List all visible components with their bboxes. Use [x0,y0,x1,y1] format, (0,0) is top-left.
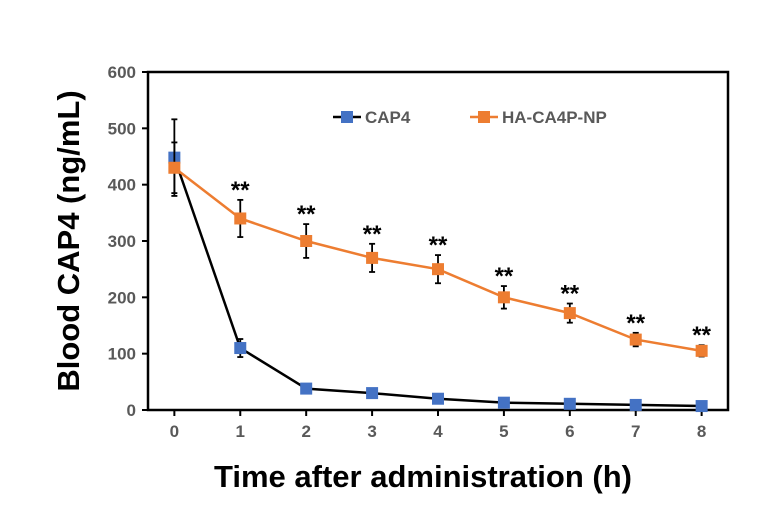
data-point [366,387,379,400]
significance-label: ** [495,263,514,290]
x-tick-label: 2 [301,422,310,441]
series-cap4 [168,118,708,413]
legend-label: HA-CA4P-NP [502,108,607,127]
significance-label: ** [626,310,645,337]
x-axis-title: Time after administration (h) [214,459,632,494]
y-axis-title: Blood CAP4 (ng/mL) [51,90,86,391]
data-point [234,342,247,355]
x-tick-label: 6 [565,422,574,441]
data-point [563,307,576,320]
y-tick-label: 600 [108,63,136,82]
y-axis-ticks: 0 100 200 300 400 500 600 [108,63,148,420]
x-tick-label: 0 [170,422,179,441]
series-ha-ca4p-np [168,141,708,358]
data-point [168,161,181,174]
legend-label: CAP4 [365,108,411,127]
data-point [300,382,313,395]
annotations: ** ** ** ** ** ** ** ** [231,177,712,349]
x-tick-label: 5 [499,422,508,441]
y-tick-label: 300 [108,232,136,251]
y-tick-label: 100 [108,345,136,364]
significance-label: ** [429,232,448,259]
legend-swatch-marker [478,111,490,123]
x-tick-label: 8 [697,422,706,441]
x-tick-label: 1 [236,422,245,441]
significance-label: ** [297,201,316,228]
data-point [629,398,642,411]
significance-label: ** [231,177,250,204]
y-tick-label: 0 [127,401,136,420]
significance-label: ** [363,221,382,248]
legend: CAP4 HA-CA4P-NP [333,108,607,127]
significance-label: ** [692,322,711,349]
data-point [497,291,510,304]
data-point [695,400,708,413]
y-tick-label: 200 [108,288,136,307]
x-axis-ticks: 0 1 2 3 4 5 6 7 8 [170,410,706,441]
x-tick-label: 3 [367,422,376,441]
y-tick-label: 500 [108,119,136,138]
y-tick-label: 400 [108,176,136,195]
x-tick-label: 7 [631,422,640,441]
legend-swatch-marker [341,111,353,123]
legend-entry: CAP4 [333,108,411,127]
legend-entry: HA-CA4P-NP [470,108,607,127]
x-tick-label: 4 [433,422,443,441]
data-point [432,263,444,276]
data-point [366,251,379,264]
series-layer [168,118,708,413]
data-point [234,212,247,225]
significance-label: ** [560,281,579,308]
data-point [563,397,576,410]
data-point [432,392,444,405]
data-point [497,396,510,409]
data-point [629,333,642,346]
data-point [300,235,313,247]
data-point [695,344,708,357]
